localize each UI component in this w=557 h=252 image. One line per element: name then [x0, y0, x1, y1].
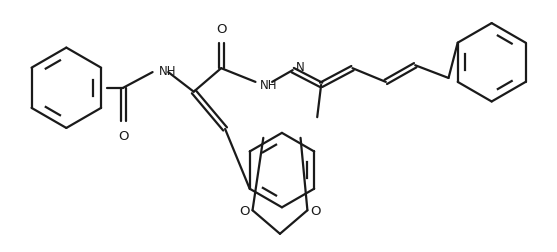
Text: NH: NH: [260, 79, 278, 92]
Text: O: O: [240, 204, 250, 217]
Text: N: N: [296, 60, 304, 73]
Text: O: O: [310, 204, 320, 217]
Text: NH: NH: [158, 64, 176, 77]
Text: O: O: [118, 130, 129, 142]
Text: O: O: [216, 23, 226, 36]
